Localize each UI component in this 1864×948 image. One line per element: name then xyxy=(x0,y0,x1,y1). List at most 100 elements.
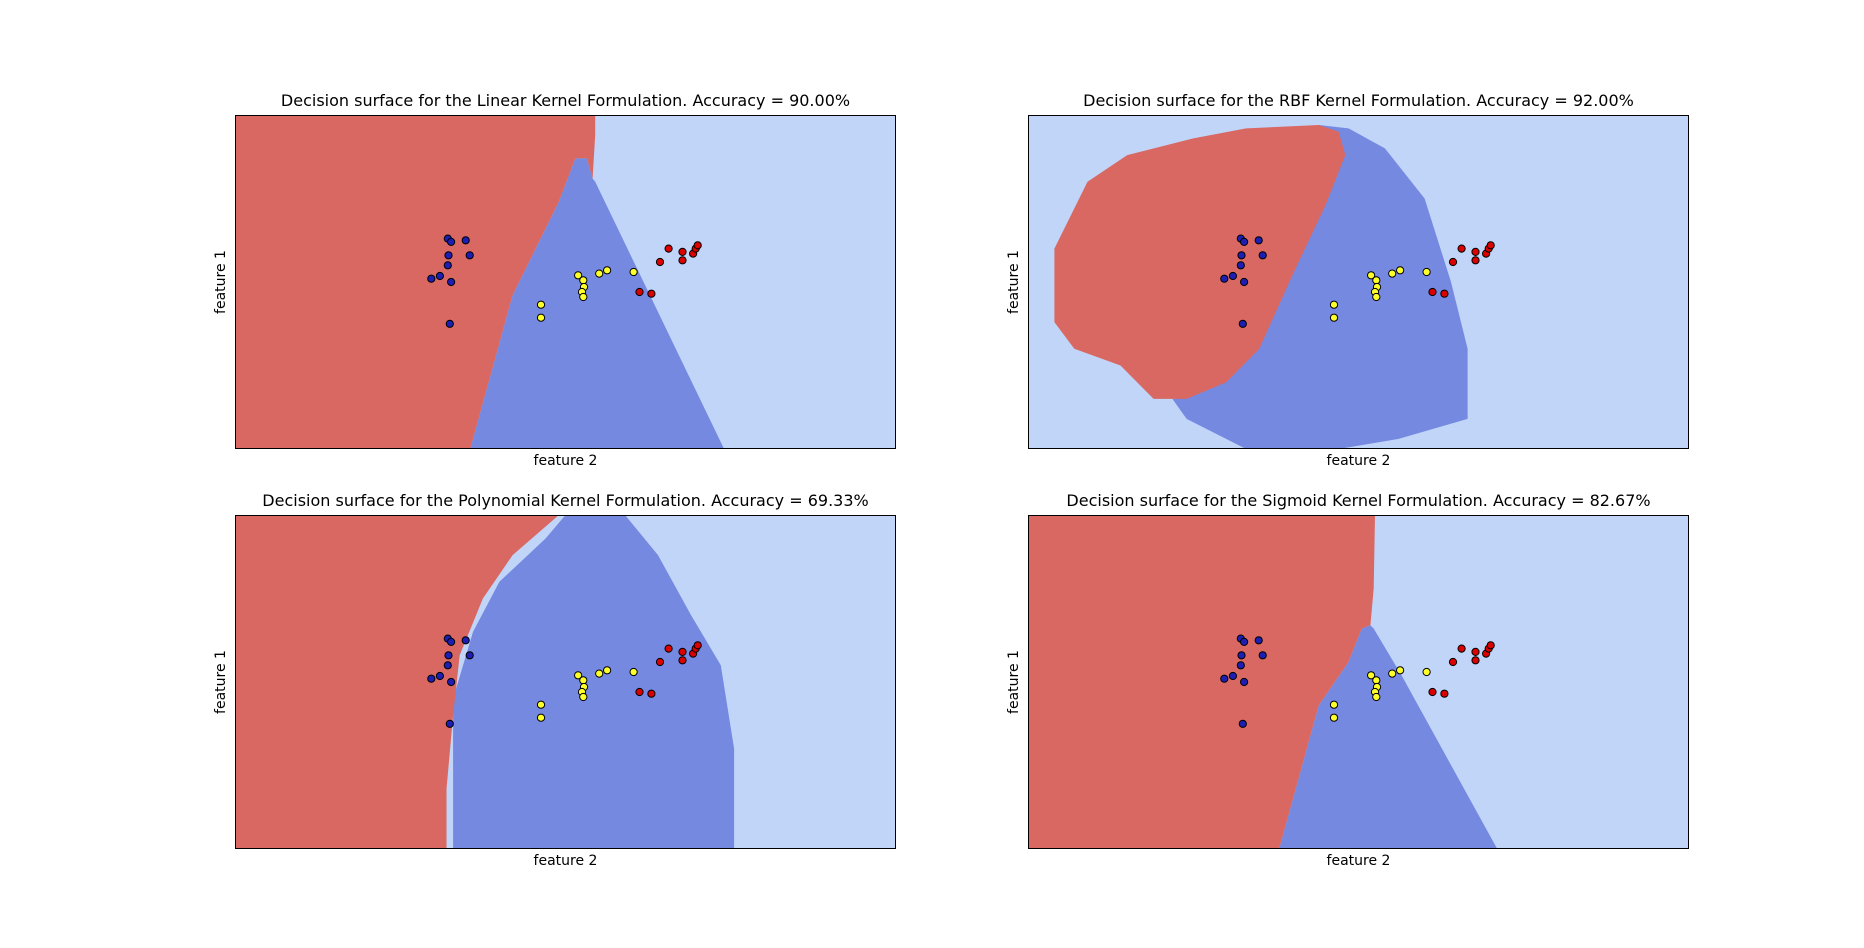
data-point-class-c xyxy=(603,266,612,275)
data-point-class-b xyxy=(1236,661,1245,670)
data-point-class-b xyxy=(1258,251,1267,260)
subplot-title: Decision surface for the Linear Kernel F… xyxy=(281,91,850,110)
data-point-class-b xyxy=(461,636,470,645)
data-point-class-c xyxy=(1372,676,1381,685)
data-point-class-a xyxy=(635,287,644,297)
data-point-class-c xyxy=(629,667,638,677)
data-point-class-c xyxy=(1329,713,1339,722)
data-point-class-c xyxy=(1329,700,1339,709)
data-point-class-b xyxy=(1240,277,1249,287)
data-point-class-b xyxy=(1240,677,1249,687)
data-point-class-b xyxy=(1240,237,1249,246)
data-point-class-b xyxy=(1228,671,1238,681)
data-point-class-c xyxy=(1396,266,1405,275)
axes-frame xyxy=(235,515,896,849)
data-point-class-a xyxy=(678,247,687,256)
data-point-class-a xyxy=(655,657,665,667)
data-point-class-a xyxy=(1471,656,1480,665)
y-axis-label: feature 1 xyxy=(1006,650,1022,714)
data-point-class-b xyxy=(1236,261,1245,270)
data-point-class-b xyxy=(447,237,456,246)
data-point-class-b xyxy=(1237,251,1246,260)
data-point-class-a xyxy=(647,689,656,698)
data-point-class-b xyxy=(465,651,474,660)
x-axis-label: feature 2 xyxy=(1327,853,1391,869)
y-axis-label: feature 1 xyxy=(1006,250,1022,314)
y-axis-label: feature 1 xyxy=(213,250,229,314)
y-axis-label: feature 1 xyxy=(213,650,229,714)
data-point-class-b xyxy=(1228,271,1238,281)
decision-region-class-a xyxy=(1054,125,1346,399)
subplot-sigmoid: Decision surface for the Sigmoid Kernel … xyxy=(1006,491,1689,869)
data-point-class-b xyxy=(1254,236,1263,245)
data-point-class-c xyxy=(1396,666,1405,675)
data-point-class-a xyxy=(1448,257,1458,267)
data-point-class-b xyxy=(1220,674,1229,683)
decision-region-class-a xyxy=(235,515,559,849)
data-point-class-a xyxy=(1440,289,1449,298)
data-point-class-a xyxy=(693,241,702,250)
data-point-class-a xyxy=(1448,657,1458,667)
data-point-class-a xyxy=(678,647,687,657)
data-point-class-b xyxy=(461,236,470,245)
data-point-class-a xyxy=(1428,287,1437,297)
data-point-class-b xyxy=(447,277,456,287)
data-point-class-b xyxy=(1258,651,1267,660)
data-point-class-b xyxy=(444,251,453,260)
data-point-class-b xyxy=(443,661,452,670)
x-axis-label: feature 2 xyxy=(534,853,598,869)
data-point-class-a xyxy=(655,257,665,267)
data-point-class-a xyxy=(1457,644,1466,653)
data-point-class-c xyxy=(574,671,583,680)
x-axis-label: feature 2 xyxy=(1327,453,1391,469)
decision-region-class-b xyxy=(1279,625,1498,849)
data-point-class-c xyxy=(536,313,546,322)
data-point-class-c xyxy=(629,267,638,277)
data-point-class-b xyxy=(444,651,453,660)
data-point-class-c xyxy=(595,269,604,278)
x-axis-label: feature 2 xyxy=(534,453,598,469)
data-point-class-b xyxy=(427,274,436,283)
data-point-class-c xyxy=(603,666,612,675)
data-point-class-c xyxy=(579,692,588,702)
subplot-polynomial: Decision surface for the Polynomial Kern… xyxy=(213,491,896,869)
data-point-class-c xyxy=(1388,269,1397,278)
data-point-class-b xyxy=(443,261,452,270)
data-point-class-a xyxy=(678,656,687,665)
data-point-class-a xyxy=(647,289,656,298)
data-point-class-c xyxy=(536,713,546,722)
data-point-class-b xyxy=(1238,319,1247,328)
axes-frame xyxy=(235,115,896,449)
data-point-class-a xyxy=(1440,689,1449,698)
data-point-class-b xyxy=(447,677,456,687)
data-point-class-c xyxy=(1329,300,1339,309)
decision-region-class-b xyxy=(1170,125,1468,449)
subplot-title: Decision surface for the Polynomial Kern… xyxy=(262,491,868,510)
data-point-class-c xyxy=(595,669,604,678)
decision-region-class-a xyxy=(235,115,596,449)
data-point-class-a xyxy=(1471,247,1480,256)
data-point-class-b xyxy=(447,637,456,647)
decision-region-class-b xyxy=(470,158,725,449)
data-point-class-c xyxy=(1422,267,1431,277)
data-point-class-b xyxy=(1238,719,1247,728)
data-point-class-b xyxy=(435,671,444,681)
data-point-class-c xyxy=(536,700,546,709)
data-point-class-b xyxy=(1254,636,1263,645)
data-point-class-a xyxy=(1457,244,1466,253)
data-point-class-c xyxy=(1367,671,1376,680)
decision-region-class-a xyxy=(1028,515,1375,849)
decision-region-class-b xyxy=(453,515,735,849)
data-point-class-b xyxy=(445,719,454,728)
subplot-linear: Decision surface for the Linear Kernel F… xyxy=(213,91,896,469)
data-point-class-a xyxy=(1486,641,1495,650)
data-point-class-c xyxy=(536,300,546,309)
data-point-class-c xyxy=(1372,276,1381,285)
data-point-class-c xyxy=(1367,271,1376,280)
data-point-class-a xyxy=(1428,687,1437,697)
data-point-class-c xyxy=(1422,667,1431,677)
data-point-class-a xyxy=(1471,647,1480,657)
data-point-class-a xyxy=(664,644,673,653)
data-point-class-b xyxy=(1240,637,1249,647)
